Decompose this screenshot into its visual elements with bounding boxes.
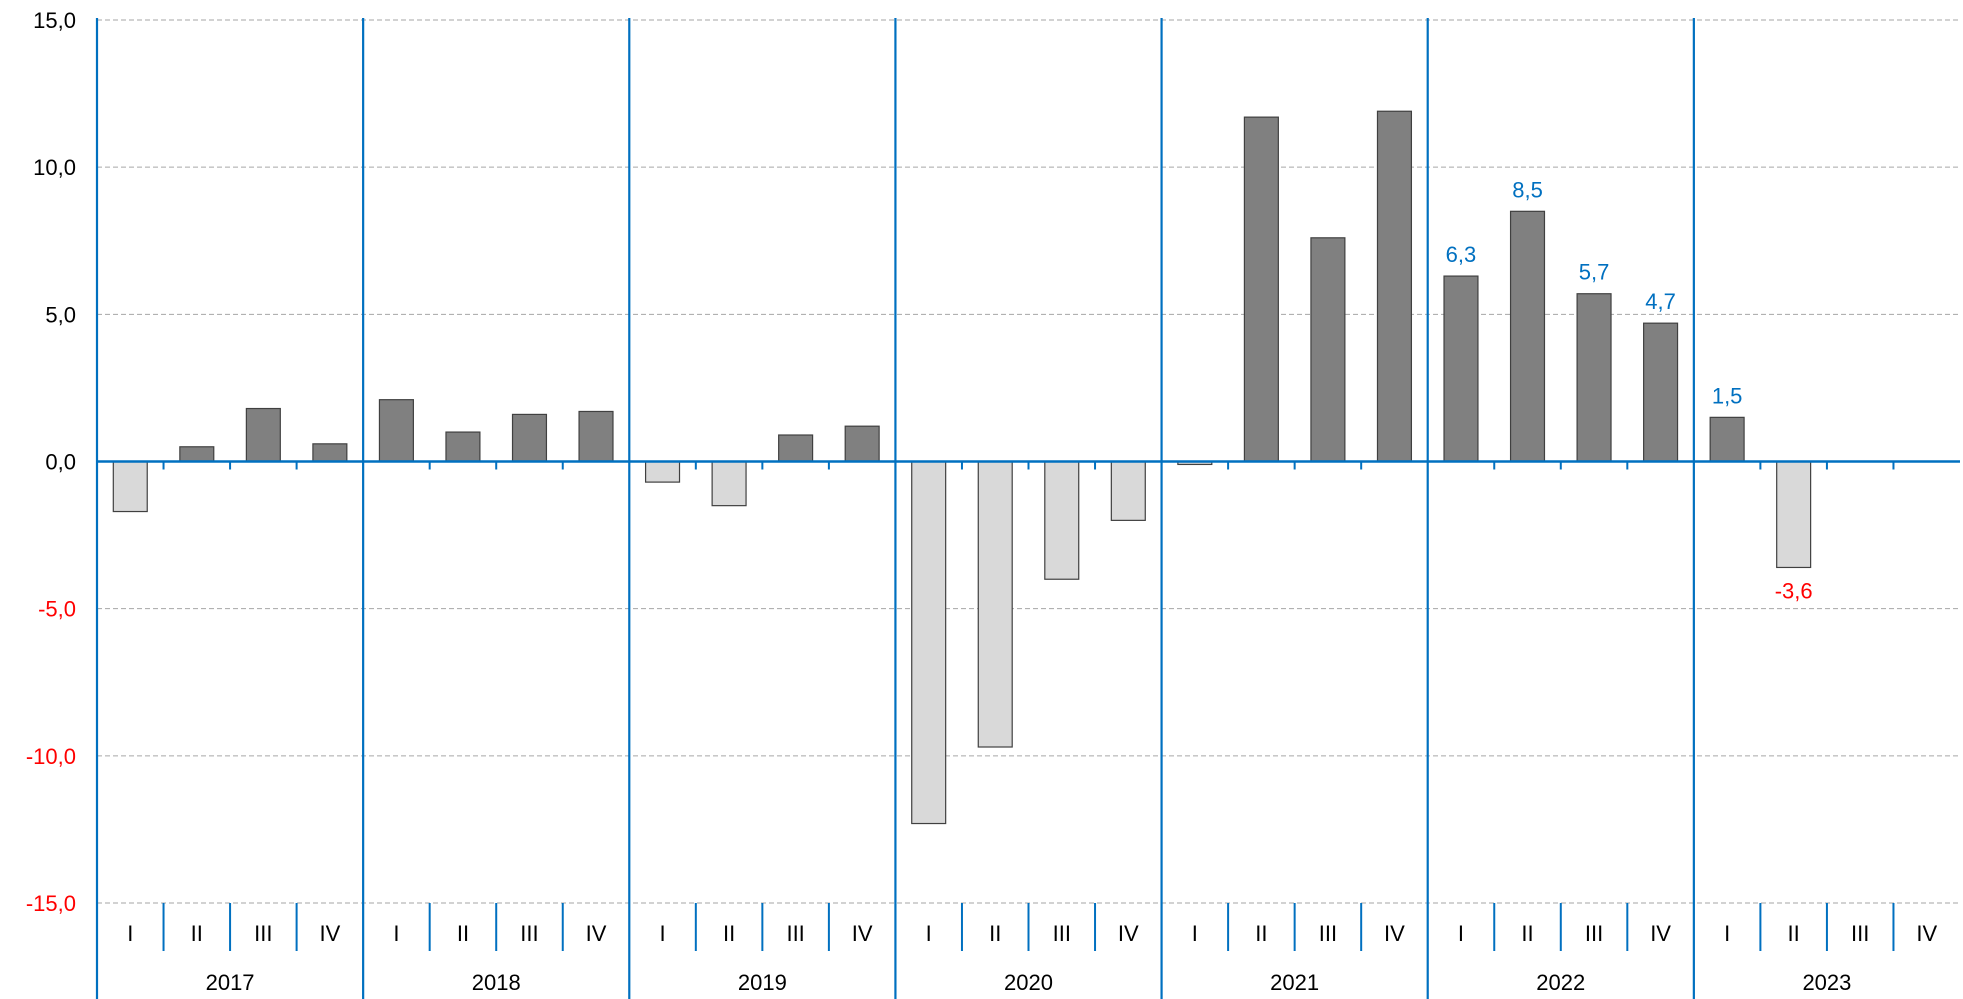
- data-label: -3,6: [1775, 578, 1813, 603]
- year-label: 2018: [472, 970, 521, 995]
- quarter-label: II: [989, 921, 1001, 946]
- bar: [1044, 460, 1080, 580]
- quarter-label: III: [1585, 921, 1603, 946]
- quarter-label: IV: [1916, 921, 1937, 946]
- quarter-label: II: [1255, 921, 1267, 946]
- quarter-label: II: [1788, 921, 1800, 946]
- year-label: 2020: [1004, 970, 1053, 995]
- bar: [911, 460, 947, 825]
- bar: [1376, 110, 1413, 463]
- bar: [1443, 275, 1479, 463]
- data-label: 5,7: [1579, 260, 1610, 285]
- quarter-label: I: [393, 921, 399, 946]
- quarter-label: IV: [852, 921, 873, 946]
- quarter-label: I: [127, 921, 133, 946]
- quarter-label: III: [1319, 921, 1337, 946]
- quarter-label: I: [1724, 921, 1730, 946]
- year-label: 2023: [1802, 970, 1851, 995]
- bar: [1310, 237, 1346, 463]
- bar: [1509, 210, 1546, 463]
- bar: [1709, 416, 1745, 463]
- y-tick-label: -5,0: [38, 597, 76, 622]
- bar: [1776, 460, 1812, 569]
- bar: [977, 460, 1013, 748]
- year-label: 2017: [206, 970, 255, 995]
- quarter-label: III: [520, 921, 538, 946]
- quarter-label: II: [457, 921, 469, 946]
- bar: [844, 425, 880, 463]
- quarter-label: IV: [586, 921, 607, 946]
- data-label: 4,7: [1645, 289, 1676, 314]
- quarter-label: I: [1192, 921, 1198, 946]
- y-tick-labels: 15,0 10,0 5,0 0,0 -5,0 -10,0 -15,0: [26, 8, 76, 916]
- y-tick-label: -10,0: [26, 744, 76, 769]
- year-label: 2022: [1536, 970, 1585, 995]
- bar: [578, 410, 614, 463]
- y-tick-label: 0,0: [45, 450, 76, 475]
- bar: [778, 434, 814, 463]
- bar: [312, 443, 348, 463]
- bar: [511, 413, 548, 463]
- quarter-label: IV: [1384, 921, 1405, 946]
- year-label: 2021: [1270, 970, 1319, 995]
- y-tick-label: 5,0: [45, 302, 76, 327]
- bar: [245, 407, 281, 463]
- axes: [95, 18, 1960, 999]
- year-label: 2019: [738, 970, 787, 995]
- data-label: 1,5: [1712, 383, 1743, 408]
- quarter-label: I: [659, 921, 665, 946]
- y-tick-label: 15,0: [33, 8, 76, 33]
- bar: [1110, 460, 1146, 521]
- bar: [179, 446, 215, 463]
- bar: [1643, 322, 1679, 463]
- quarter-label: I: [926, 921, 932, 946]
- data-labels: 6,3 8,5 5,7 4,7 1,5 -3,6: [1446, 177, 1813, 603]
- bar: [112, 460, 148, 513]
- quarter-label: II: [191, 921, 203, 946]
- bar: [1243, 116, 1279, 463]
- bar: [445, 431, 481, 463]
- quarter-label: III: [1851, 921, 1869, 946]
- quarter-label: I: [1458, 921, 1464, 946]
- data-label: 6,3: [1446, 242, 1477, 267]
- data-label: 8,5: [1512, 177, 1543, 202]
- quarter-label: III: [254, 921, 272, 946]
- quarter-label: II: [723, 921, 735, 946]
- bar: [1576, 293, 1612, 463]
- quarter-label: III: [1053, 921, 1071, 946]
- y-tick-label: 10,0: [33, 155, 76, 180]
- bar: [378, 399, 414, 463]
- quarter-label: II: [1521, 921, 1533, 946]
- bar: [644, 460, 681, 483]
- y-tick-label: -15,0: [26, 891, 76, 916]
- quarter-label: IV: [1118, 921, 1139, 946]
- quarter-label: III: [786, 921, 804, 946]
- quarter-label: IV: [1650, 921, 1671, 946]
- quarter-label: IV: [319, 921, 340, 946]
- bar: [711, 460, 747, 507]
